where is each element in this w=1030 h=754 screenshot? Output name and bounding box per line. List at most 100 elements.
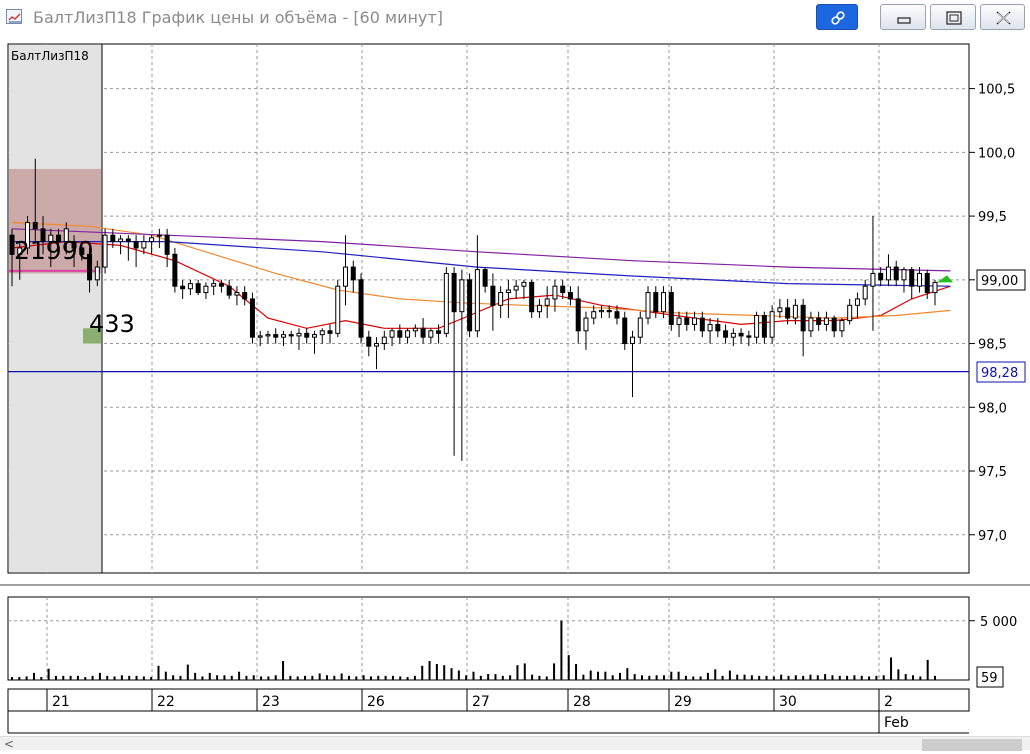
candle xyxy=(567,286,573,306)
day-label: 29 xyxy=(674,694,692,710)
candle xyxy=(730,328,736,347)
price-tick-label: 98,5 xyxy=(978,338,1007,353)
candle-body xyxy=(56,234,62,243)
candle-body xyxy=(847,304,853,322)
candle xyxy=(598,305,604,319)
candle-body xyxy=(482,269,488,287)
candle xyxy=(389,328,395,347)
candle-body xyxy=(777,307,783,313)
candle-body xyxy=(598,309,604,313)
candle xyxy=(335,279,341,338)
horizontal-scrollbar[interactable]: < xyxy=(0,736,1030,751)
candle-body xyxy=(567,292,573,300)
candle xyxy=(350,260,356,293)
candle xyxy=(358,273,364,344)
candle xyxy=(583,311,589,350)
link-button[interactable] xyxy=(816,4,858,30)
candle-body xyxy=(699,317,705,332)
candle-body xyxy=(653,292,659,313)
price-volume-chart[interactable]: 97,0 97,5 98,0 98,5 99,5 100,0 100,5 21 22 23 26 27… xyxy=(0,36,1030,750)
candle-body xyxy=(203,285,209,294)
chart-window-icon xyxy=(6,9,22,24)
candle-body xyxy=(374,343,380,347)
scroll-thumb[interactable] xyxy=(922,739,1022,751)
candle-body xyxy=(614,311,620,319)
current-price-label: 99,00 xyxy=(981,274,1018,289)
candle xyxy=(854,292,860,319)
history-shade xyxy=(9,45,102,572)
day-label: 22 xyxy=(157,694,175,710)
candle xyxy=(723,324,729,344)
candle-body xyxy=(311,334,317,338)
candle xyxy=(218,279,224,293)
candle-body xyxy=(141,241,147,249)
candle-body xyxy=(405,330,411,338)
maximize-button[interactable] xyxy=(930,4,976,30)
candle-body xyxy=(249,298,255,338)
candle-body xyxy=(692,317,698,325)
close-button[interactable] xyxy=(980,4,1025,30)
grid-layer xyxy=(0,43,1030,734)
candle xyxy=(9,228,15,287)
day-label: 30 xyxy=(779,694,797,710)
candle-body xyxy=(40,228,46,243)
candle xyxy=(916,267,922,293)
candle-body xyxy=(172,253,178,287)
candle-body xyxy=(327,330,333,334)
candle xyxy=(792,298,798,325)
candle xyxy=(17,241,23,280)
candle xyxy=(428,328,434,344)
candle-body xyxy=(343,266,349,287)
candle-body xyxy=(505,289,511,294)
candle xyxy=(467,273,473,338)
candle xyxy=(761,311,767,344)
candle-body xyxy=(761,315,767,338)
level-price-box xyxy=(976,361,1026,383)
month-label: Feb xyxy=(884,715,909,731)
candle xyxy=(909,267,915,299)
candle-body xyxy=(195,283,201,294)
candle-body xyxy=(87,253,93,281)
candle-body xyxy=(785,307,791,319)
candle-body xyxy=(242,292,248,300)
candle-body xyxy=(676,317,682,325)
candle xyxy=(668,286,674,331)
candle xyxy=(327,324,333,344)
candle-body xyxy=(746,335,752,338)
candle xyxy=(71,235,77,268)
candle xyxy=(366,330,372,357)
scroll-left-icon[interactable]: < xyxy=(4,737,15,751)
candle-body xyxy=(878,272,884,281)
candle-body xyxy=(583,317,589,332)
candle xyxy=(482,267,488,293)
candle-body xyxy=(630,336,636,345)
candle xyxy=(529,279,535,319)
candle-body xyxy=(187,283,193,290)
current-price-box xyxy=(976,269,1026,291)
candle xyxy=(63,222,69,255)
candle xyxy=(203,282,209,299)
candle xyxy=(25,216,31,255)
candle xyxy=(862,279,868,306)
candle xyxy=(343,235,349,306)
minimize-button[interactable] xyxy=(880,4,926,30)
candle xyxy=(79,241,85,261)
price-tick-label: 100,0 xyxy=(978,146,1015,161)
candle-body xyxy=(645,292,651,319)
candle-body xyxy=(552,285,558,300)
candle xyxy=(242,286,248,306)
candle-body xyxy=(498,292,504,306)
candle-body xyxy=(932,281,938,294)
overlay-count-label: 433 xyxy=(89,310,135,338)
candle xyxy=(536,298,542,319)
candle-body xyxy=(71,241,77,249)
candle-body xyxy=(916,272,922,287)
profile-marker xyxy=(83,328,101,344)
candle-body xyxy=(823,317,829,325)
candle xyxy=(296,328,302,350)
candle xyxy=(490,273,496,331)
candle xyxy=(149,235,155,255)
candle xyxy=(831,315,837,338)
day-label: 27 xyxy=(472,694,490,710)
candle xyxy=(172,247,178,293)
